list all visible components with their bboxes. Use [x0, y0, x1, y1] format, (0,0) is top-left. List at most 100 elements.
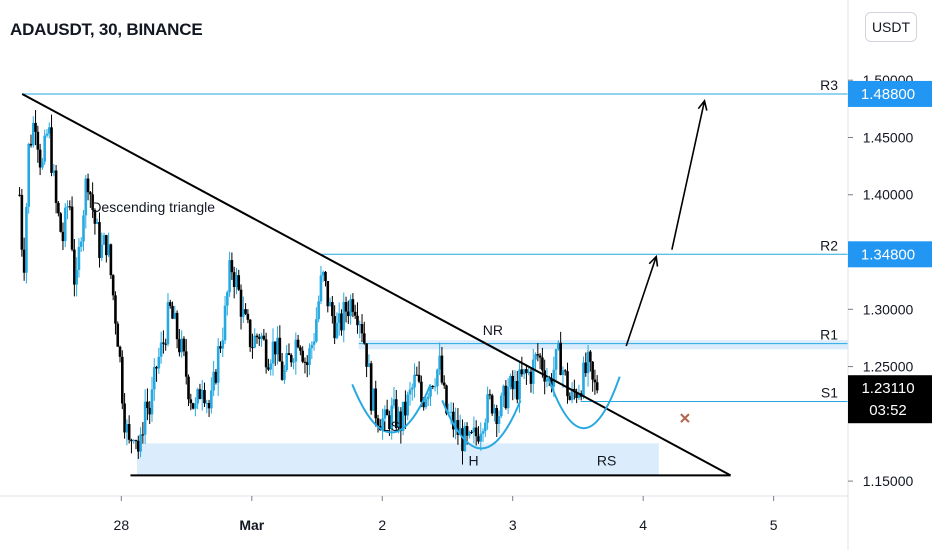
candle-body: [235, 275, 238, 287]
candle-body: [531, 359, 535, 384]
candle-body: [456, 420, 460, 435]
candle-body: [317, 301, 320, 320]
candle-body: [29, 143, 33, 146]
candle-body: [431, 386, 435, 388]
candle-body: [310, 344, 314, 349]
candle-body: [116, 323, 120, 347]
candle-body: [586, 351, 590, 374]
candle-body: [194, 403, 197, 409]
candle-body: [506, 386, 510, 409]
candle-body: [61, 231, 65, 242]
projection-arrow-1[interactable]: [671, 100, 706, 250]
candle-body: [417, 374, 421, 382]
candle-body: [458, 428, 462, 435]
candle-body: [351, 299, 355, 312]
candle-body: [214, 371, 218, 383]
candle-body: [127, 424, 131, 440]
zone-1[interactable]: [136, 443, 659, 476]
candle-body: [388, 415, 391, 430]
label-ls: LS: [383, 418, 400, 434]
arc-rs[interactable]: [546, 376, 621, 430]
candle-body: [191, 403, 195, 409]
candle-body: [301, 350, 304, 362]
candle-body: [50, 127, 53, 173]
candle-body: [527, 371, 530, 374]
candle-body: [541, 357, 544, 371]
descending-trendline[interactable]: [21, 93, 732, 477]
candle-body: [68, 206, 72, 208]
candle-body: [66, 206, 69, 208]
candle-body: [257, 337, 261, 339]
candle-body: [337, 313, 341, 323]
candle-body: [486, 394, 489, 423]
candle-body: [545, 379, 549, 382]
candle-body: [584, 362, 588, 374]
candle-body: [232, 272, 236, 287]
candle-body: [121, 356, 124, 404]
candle-body: [454, 420, 457, 430]
candle-body: [239, 289, 243, 317]
candle-body: [91, 194, 94, 210]
candle-body: [136, 440, 140, 452]
candle-body: [449, 411, 453, 413]
candle-body: [171, 305, 174, 319]
candle-body: [47, 127, 51, 134]
candle-body: [440, 355, 444, 383]
candle-body: [342, 301, 346, 331]
candle-body: [36, 131, 40, 150]
candle-body: [59, 213, 62, 232]
candle-body: [166, 302, 170, 345]
y-tick-label: 1.15000: [863, 473, 914, 489]
price-badge-r3-text: 1.48800: [861, 86, 915, 103]
candle-body: [410, 387, 414, 390]
candle-body: [525, 369, 528, 374]
candle-body: [340, 313, 343, 331]
candle-body: [499, 395, 503, 417]
candle-body: [511, 375, 515, 390]
candle-body: [248, 319, 252, 348]
candle-body: [84, 178, 88, 216]
nr-label: NR: [483, 322, 503, 338]
x-tick-label: 2: [378, 517, 386, 533]
candle-body: [130, 439, 133, 442]
candle-body: [196, 389, 199, 404]
candle-body: [495, 408, 499, 425]
candle-body: [513, 381, 517, 390]
target-x-marker[interactable]: [680, 413, 690, 423]
candle-body: [504, 385, 508, 409]
candle-body: [244, 309, 247, 314]
zone-0[interactable]: [358, 340, 848, 350]
candle-body: [98, 222, 101, 258]
candle-body: [360, 324, 364, 334]
candle-body: [461, 428, 464, 452]
candle-body: [27, 143, 31, 207]
x-tick-label: 28: [114, 517, 130, 533]
candle-body: [376, 418, 380, 427]
candle-body: [18, 194, 21, 196]
candle-body: [374, 388, 378, 419]
candle-body: [189, 399, 193, 404]
candle-body: [303, 361, 307, 363]
projection-arrow-0[interactable]: [625, 256, 657, 347]
candle-body: [415, 374, 419, 376]
arc-h[interactable]: [441, 399, 522, 450]
currency-button[interactable]: USDT: [865, 12, 917, 42]
arc-ls[interactable]: [351, 383, 432, 434]
candle-body: [438, 355, 441, 370]
candle-body: [394, 399, 398, 429]
candle-body: [305, 362, 309, 365]
x-tick-label: Mar: [239, 517, 264, 533]
candle-body: [552, 369, 556, 387]
candle-body: [493, 408, 496, 414]
candle-body: [148, 407, 152, 415]
candle-body: [319, 275, 323, 302]
candle-body: [210, 390, 213, 409]
candle-body: [57, 202, 60, 214]
candle-body: [426, 396, 430, 400]
candle-body: [262, 335, 266, 340]
price-badge-r2: [848, 241, 932, 268]
candle-body: [114, 295, 117, 324]
candle-body: [294, 339, 298, 362]
